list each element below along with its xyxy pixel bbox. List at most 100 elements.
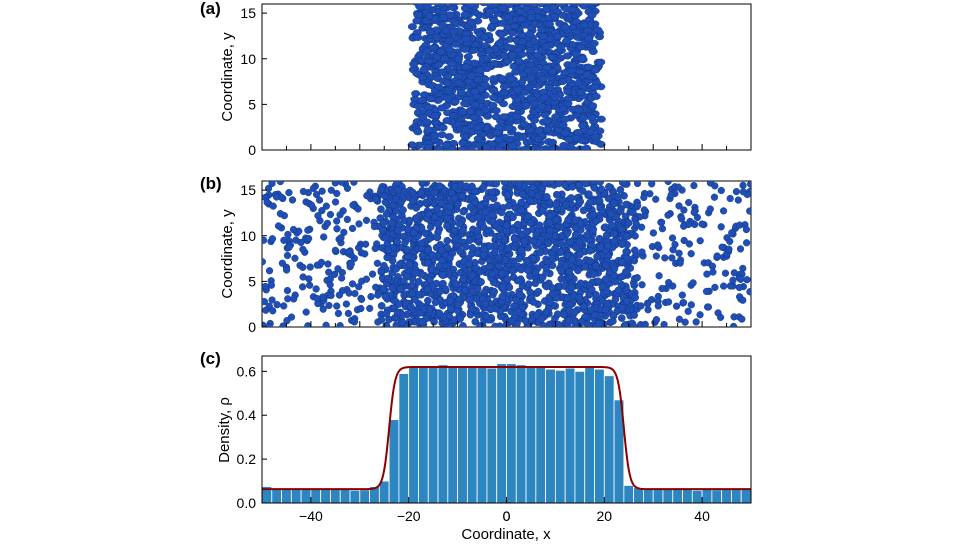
panel-b-particle [681,318,689,326]
panel-b-particle [504,201,513,210]
panel-a-particle [521,102,531,110]
panel-a-particle [547,138,557,146]
panel-b-particle [350,318,359,326]
panel-b-particle [363,192,371,200]
panel-a-particle [511,68,521,76]
panel-a-particle [509,62,519,70]
panel-c-x-ticks: −40 −20 0 20 400 [299,497,710,524]
panel-b-particle [658,218,666,226]
panel-b-particle [638,248,646,256]
panel-b-particle [327,186,335,194]
panel-a-particle [526,14,536,22]
panel-a-particle [560,115,570,123]
panel-b-particle [265,267,274,275]
panel-a-particle [433,4,443,7]
panel-a-particle [526,46,536,54]
panel-b-particle [417,239,426,247]
panel-b-particle [377,205,385,213]
panel-a-particle [568,4,576,6]
panel-a-particle [409,60,419,68]
panel-b-particle [284,230,292,239]
panel-b-particle [381,192,389,200]
panel-a-particle [514,58,524,66]
panel-b-particle [274,222,283,230]
panel-b-particle [690,181,698,190]
panel-b-particle [443,222,451,230]
panel-a-particle [460,100,470,108]
density-bar [662,488,674,504]
panel-b-particle [679,298,688,307]
panel-b-particle [575,198,584,206]
panel-b-particle [348,280,357,288]
panel-b-particle [728,229,736,237]
panel-a-particle [441,142,451,150]
panel-a-particle [571,4,574,5]
panel-a-particle [489,94,499,102]
density-bar [564,367,576,504]
panel-a-ytick-label: 15 [240,5,256,21]
panel-a-particle [563,52,573,60]
panel-a-particle [517,38,527,46]
panel-c-xtick-label: 40 [694,508,710,524]
density-bar [466,366,478,504]
panel-b-particle [425,209,433,218]
panel-b-particle [633,181,642,188]
panel-b-particle [488,270,497,278]
density-bar [545,368,556,504]
panel-a-particle [484,47,494,55]
panel-b-particle [455,219,464,228]
panel-b-ytick-label: 15 [240,182,256,198]
panel-b-particle [451,235,460,244]
panel-b-particle [312,285,320,293]
panel-b-particle [466,203,475,211]
panel-b-particle [289,225,298,234]
panel-b-particle [542,264,551,272]
panel-b-particle [412,204,421,212]
panel-b-particle [607,210,615,218]
panel-a-particle [589,39,599,47]
panel-b-particle [678,291,686,299]
panel-b-particle [565,268,573,276]
panel-b-particle [484,226,493,235]
panel-b-particle [564,216,572,224]
panel-b-particle [624,219,633,227]
panel-b-particle [520,237,529,246]
panel-a-particle [422,47,432,55]
panel-b-particle [320,233,328,241]
panel-c-ytick-label: 0.2 [237,451,257,467]
panel-b-particle [324,260,332,268]
panel-a-particle [596,140,606,148]
density-bar [349,489,361,504]
panel-b-particle [586,247,594,255]
panel-b-particle [743,276,751,284]
panel-b-particle [362,240,370,248]
panel-a-particle [461,35,471,43]
panel-b-particle [602,231,611,240]
panel-b-particle [575,258,584,267]
panel-b-particle [622,268,630,276]
panel-a-particle [488,101,498,109]
panel-b-particle [575,181,583,190]
panel-a-particle [411,90,421,98]
panel-a-particle [582,144,592,150]
panel-a-ytick-label: 0 [248,142,256,158]
panel-a-particle [579,4,589,10]
panel-b-particle [735,283,743,292]
panel-b-particle [418,181,427,186]
panel-c-ylabel: Density, ρ [216,397,233,463]
panel-b-particle [668,254,676,262]
panel-a-particle [560,23,570,31]
panel-b-particle [453,200,462,209]
panel-a-particle [553,32,563,40]
panel-b-particle [583,231,591,239]
panel-b-particle [618,258,626,266]
panel-b-particle [523,266,532,275]
panel-a-particle [579,21,589,29]
panel-a-particle [539,33,549,41]
panel-b-particle [575,250,584,259]
panel-b-particle [546,298,554,306]
panel-b-particle [633,202,642,210]
density-bar [388,419,400,504]
panel-b-particle [601,305,610,314]
panel-b-particle [299,263,307,271]
